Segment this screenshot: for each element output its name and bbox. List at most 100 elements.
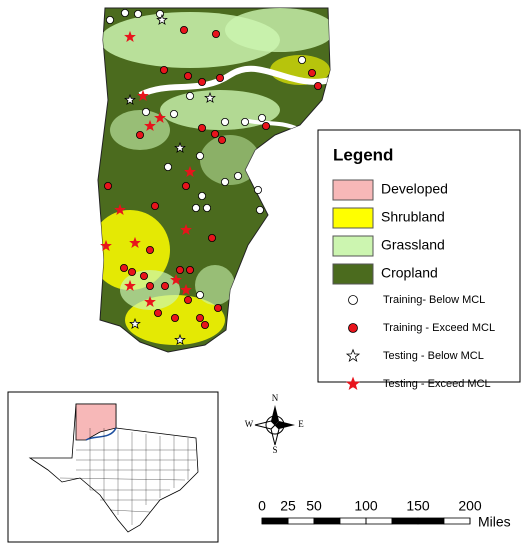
- scale-segment: [313, 517, 341, 525]
- marker: [144, 119, 156, 132]
- marker: [197, 78, 206, 87]
- marker: [307, 69, 316, 78]
- marker: [185, 92, 194, 101]
- marker: [153, 308, 162, 317]
- study-area-map: [97, 7, 331, 353]
- scale-segment: [417, 517, 445, 525]
- marker: [121, 8, 130, 17]
- marker: [191, 203, 200, 212]
- marker: [213, 303, 222, 312]
- marker: [139, 271, 148, 280]
- marker: [124, 30, 136, 43]
- marker: [160, 281, 169, 290]
- marker: [120, 263, 129, 272]
- scale-label: 100: [354, 498, 378, 514]
- marker: [104, 181, 113, 190]
- marker: [170, 313, 179, 322]
- marker: [313, 82, 322, 91]
- marker: [195, 151, 204, 160]
- marker: [180, 283, 192, 296]
- legend-label: Training - Exceed MCL: [383, 322, 495, 334]
- scale-label: 25: [280, 498, 296, 514]
- marker: [348, 295, 358, 305]
- legend-swatch: [332, 263, 374, 285]
- scale-label: 200: [458, 498, 482, 514]
- marker: [185, 265, 194, 274]
- marker: [175, 265, 184, 274]
- marker: [200, 320, 209, 329]
- scale-segment: [365, 517, 393, 525]
- compass-n: N: [272, 393, 279, 403]
- marker: [253, 185, 262, 194]
- marker: [255, 205, 264, 214]
- marker: [195, 290, 204, 299]
- marker: [220, 177, 229, 186]
- marker: [144, 295, 156, 308]
- marker: [348, 323, 358, 333]
- compass-s: S: [272, 445, 277, 455]
- marker: [181, 181, 190, 190]
- scale-segment: [287, 517, 315, 525]
- scale-label: 150: [406, 498, 430, 514]
- marker: [129, 236, 141, 249]
- marker: [297, 56, 306, 65]
- marker: [195, 313, 204, 322]
- compass-w: W: [245, 419, 254, 429]
- marker: [114, 203, 126, 216]
- legend-label: Grassland: [381, 237, 445, 253]
- marker: [169, 110, 178, 119]
- legend-label: Cropland: [381, 265, 438, 281]
- legend-swatch: [332, 179, 374, 201]
- marker: [137, 89, 149, 102]
- marker: [345, 376, 361, 391]
- legend-label: Testing - Below MCL: [383, 350, 484, 362]
- scale-label: 50: [306, 498, 322, 514]
- marker: [170, 273, 182, 286]
- marker: [233, 171, 242, 180]
- scale-segment: [261, 517, 289, 525]
- marker: [240, 118, 249, 127]
- scale-segment: [391, 517, 419, 525]
- marker: [179, 25, 188, 34]
- marker: [135, 130, 144, 139]
- marker: [211, 29, 220, 38]
- marker: [180, 223, 192, 236]
- marker: [141, 108, 150, 117]
- legend-label: Developed: [381, 181, 448, 197]
- marker: [163, 162, 172, 171]
- marker: [145, 245, 154, 254]
- marker: [174, 141, 186, 154]
- marker: [124, 279, 136, 292]
- marker: [133, 9, 142, 18]
- marker: [159, 66, 168, 75]
- marker: [183, 72, 192, 81]
- legend-title: Legend: [333, 145, 393, 164]
- marker: [261, 122, 270, 131]
- scale-unit: Miles: [478, 514, 511, 530]
- marker: [217, 135, 226, 144]
- marker: [145, 281, 154, 290]
- marker: [124, 93, 136, 106]
- scale-segment: [443, 517, 471, 525]
- marker: [106, 15, 115, 24]
- texas-inset: [28, 403, 199, 533]
- scale-label: 0: [258, 498, 266, 514]
- marker: [197, 124, 206, 133]
- legend-label: Shrubland: [381, 209, 445, 225]
- marker: [150, 201, 159, 210]
- marker: [220, 118, 229, 127]
- legend-swatch: [332, 235, 374, 257]
- marker: [215, 74, 224, 83]
- marker: [129, 317, 141, 330]
- compass-e: E: [298, 419, 304, 429]
- marker: [127, 267, 136, 276]
- marker: [154, 111, 166, 124]
- marker: [183, 295, 192, 304]
- marker: [345, 348, 361, 363]
- marker: [174, 333, 186, 346]
- marker: [156, 13, 168, 26]
- marker: [100, 239, 112, 252]
- legend-swatch: [332, 207, 374, 229]
